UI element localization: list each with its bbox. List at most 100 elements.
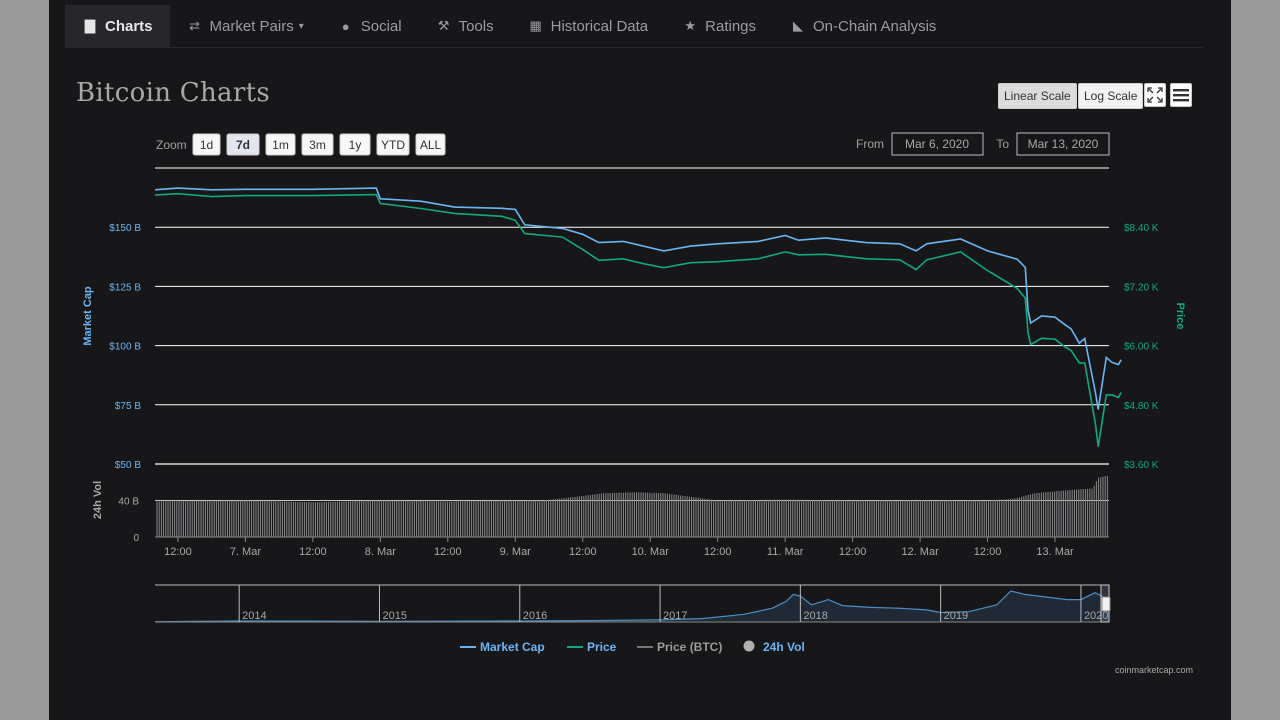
zoom-button-bg	[265, 133, 296, 156]
zoom-button-3m[interactable]: 3m	[301, 133, 334, 156]
volume-tick-label: 0	[133, 533, 139, 544]
x-axis-tick-label: 12:00	[569, 546, 597, 558]
x-axis-tick-label: 12:00	[704, 546, 732, 558]
price-series-line	[154, 192, 1122, 447]
tab-label: Historical Data	[550, 17, 649, 35]
x-axis-tick-label: 12:00	[974, 546, 1002, 558]
right-axis-tick-label: $6.00 K	[1124, 342, 1159, 353]
legend-item-market-cap[interactable]: Market Cap	[460, 640, 545, 654]
x-axis-tick-label: 9. Mar	[500, 546, 532, 558]
zoom-button-bg	[376, 133, 410, 156]
chart-panel: ▇ Charts ⇄ Market Pairs ▾ ● Social ⚒ Tools ▦ Histo…	[49, 0, 1231, 720]
navigator-tick-label: 2015	[382, 610, 406, 622]
x-axis-tick-label: 11. Mar	[767, 546, 804, 558]
left-axis-tick-label: $125 B	[109, 282, 141, 293]
left-axis-tick-label: $75 B	[115, 401, 141, 412]
navigator-handle[interactable]	[1101, 596, 1111, 612]
arrows-icon: ⇄	[189, 18, 200, 33]
tab-label: Tools	[458, 17, 494, 35]
x-axis-tick-label: 8. Mar	[365, 546, 397, 558]
legend-label: Price (BTC)	[657, 640, 722, 654]
tab-market-pairs[interactable]: ⇄ Market Pairs ▾	[170, 5, 321, 47]
zoom-label: Zoom	[156, 138, 187, 152]
zoom-button-label: YTD	[381, 138, 405, 152]
tab-ratings[interactable]: ★ Ratings	[665, 5, 773, 47]
navigator-tick-label: 2014	[242, 610, 266, 622]
tab-tools[interactable]: ⚒ Tools	[419, 5, 511, 47]
zoom-button-label: 1m	[272, 138, 289, 152]
tab-on-chain-analysis[interactable]: ◣ On-Chain Analysis	[773, 5, 953, 47]
tab-charts[interactable]: ▇ Charts	[65, 5, 170, 47]
tab-label: Market Pairs	[209, 17, 294, 35]
left-axis-tick-label: $150 B	[109, 223, 141, 234]
x-axis-tick-label: 12:00	[434, 546, 462, 558]
navigator-area	[155, 591, 1109, 622]
to-label: To	[996, 137, 1009, 151]
page-title: Bitcoin Charts	[76, 78, 270, 108]
zoom-button-label: 1y	[349, 138, 362, 152]
zoom-button-ytd[interactable]: YTD	[376, 133, 410, 156]
x-axis-tick-label: 12:00	[299, 546, 327, 558]
zoom-button-bg	[339, 133, 371, 156]
tab-bar: ▇ Charts ⇄ Market Pairs ▾ ● Social ⚒ Tools ▦ Histo…	[65, 5, 1203, 48]
fullscreen-icon	[1147, 87, 1163, 103]
log-scale-button[interactable]: Log Scale	[1078, 83, 1144, 109]
legend-item-price[interactable]: Price	[567, 640, 617, 654]
legend-label: 24h Vol	[763, 640, 805, 654]
area-chart-icon: ◣	[793, 18, 804, 33]
tab-label: Charts	[105, 17, 153, 35]
navigator-tick-label: 2019	[944, 610, 968, 622]
tab-historical-data[interactable]: ▦ Historical Data	[511, 5, 666, 47]
to-date-input[interactable]	[1016, 132, 1110, 156]
navigator-tick-label: 2018	[803, 610, 827, 622]
zoom-button-1y[interactable]: 1y	[339, 133, 371, 156]
chart-menu-button[interactable]	[1170, 83, 1192, 107]
from-date-input[interactable]	[891, 132, 984, 156]
legend-item-24h-vol[interactable]: 24h Vol	[743, 640, 805, 654]
x-axis-tick-label: 7. Mar	[230, 546, 262, 558]
wrench-icon: ⚒	[437, 18, 450, 33]
from-label: From	[856, 137, 884, 151]
right-axis-tick-label: $8.40 K	[1124, 223, 1159, 234]
navigator-tick-label: 2020	[1084, 610, 1108, 622]
zoom-button-1d[interactable]: 1d	[192, 133, 221, 156]
left-axis-tick-label: $100 B	[109, 342, 141, 353]
tab-social[interactable]: ● Social	[321, 5, 419, 47]
legend-label: Market Cap	[480, 640, 545, 654]
bar-chart-icon: ▇	[85, 18, 95, 33]
zoom-button-7d[interactable]: 7d	[226, 133, 260, 156]
right-axis-tick-label: $3.60 K	[1124, 460, 1159, 471]
globe-icon: ●	[341, 18, 350, 34]
x-axis-tick-label: 12. Mar	[901, 546, 939, 558]
legend-item-price-btc[interactable]: Price (BTC)	[637, 640, 722, 654]
navigator-tick-label: 2016	[523, 610, 547, 622]
zoom-button-label: 7d	[236, 138, 250, 152]
volume-axis-title: 24h Vol	[92, 481, 104, 519]
zoom-button-bg	[415, 133, 446, 156]
x-axis-tick-label: 10. Mar	[632, 546, 670, 558]
zoom-button-all[interactable]: ALL	[415, 133, 446, 156]
x-axis-tick-label: 12:00	[164, 546, 192, 558]
from-date-value: Mar 6, 2020	[905, 137, 969, 151]
hamburger-menu-icon	[1173, 89, 1189, 102]
market-cap-series-line	[154, 187, 1122, 410]
star-icon: ★	[684, 18, 696, 33]
credit-link[interactable]: coinmarketcap.com	[1115, 665, 1193, 675]
navigator-tick-label: 2017	[663, 610, 687, 622]
caret-down-icon: ▾	[298, 20, 304, 32]
volume-tick-label: 40 B	[118, 497, 139, 508]
x-axis-tick-label: 12:00	[839, 546, 867, 558]
tab-label: Ratings	[705, 17, 757, 35]
zoom-button-bg	[301, 133, 334, 156]
linear-scale-button[interactable]: Linear Scale	[998, 83, 1077, 109]
zoom-button-bg	[226, 133, 260, 156]
right-axis-tick-label: $4.80 K	[1124, 401, 1159, 412]
to-date-value: Mar 13, 2020	[1028, 137, 1099, 151]
tab-label: On-Chain Analysis	[813, 17, 937, 35]
legend-dot-symbol	[743, 640, 755, 652]
zoom-button-1m[interactable]: 1m	[265, 133, 296, 156]
tab-label: Social	[360, 17, 402, 35]
fullscreen-button[interactable]	[1144, 83, 1166, 107]
left-axis-title: Market Cap	[82, 286, 94, 346]
